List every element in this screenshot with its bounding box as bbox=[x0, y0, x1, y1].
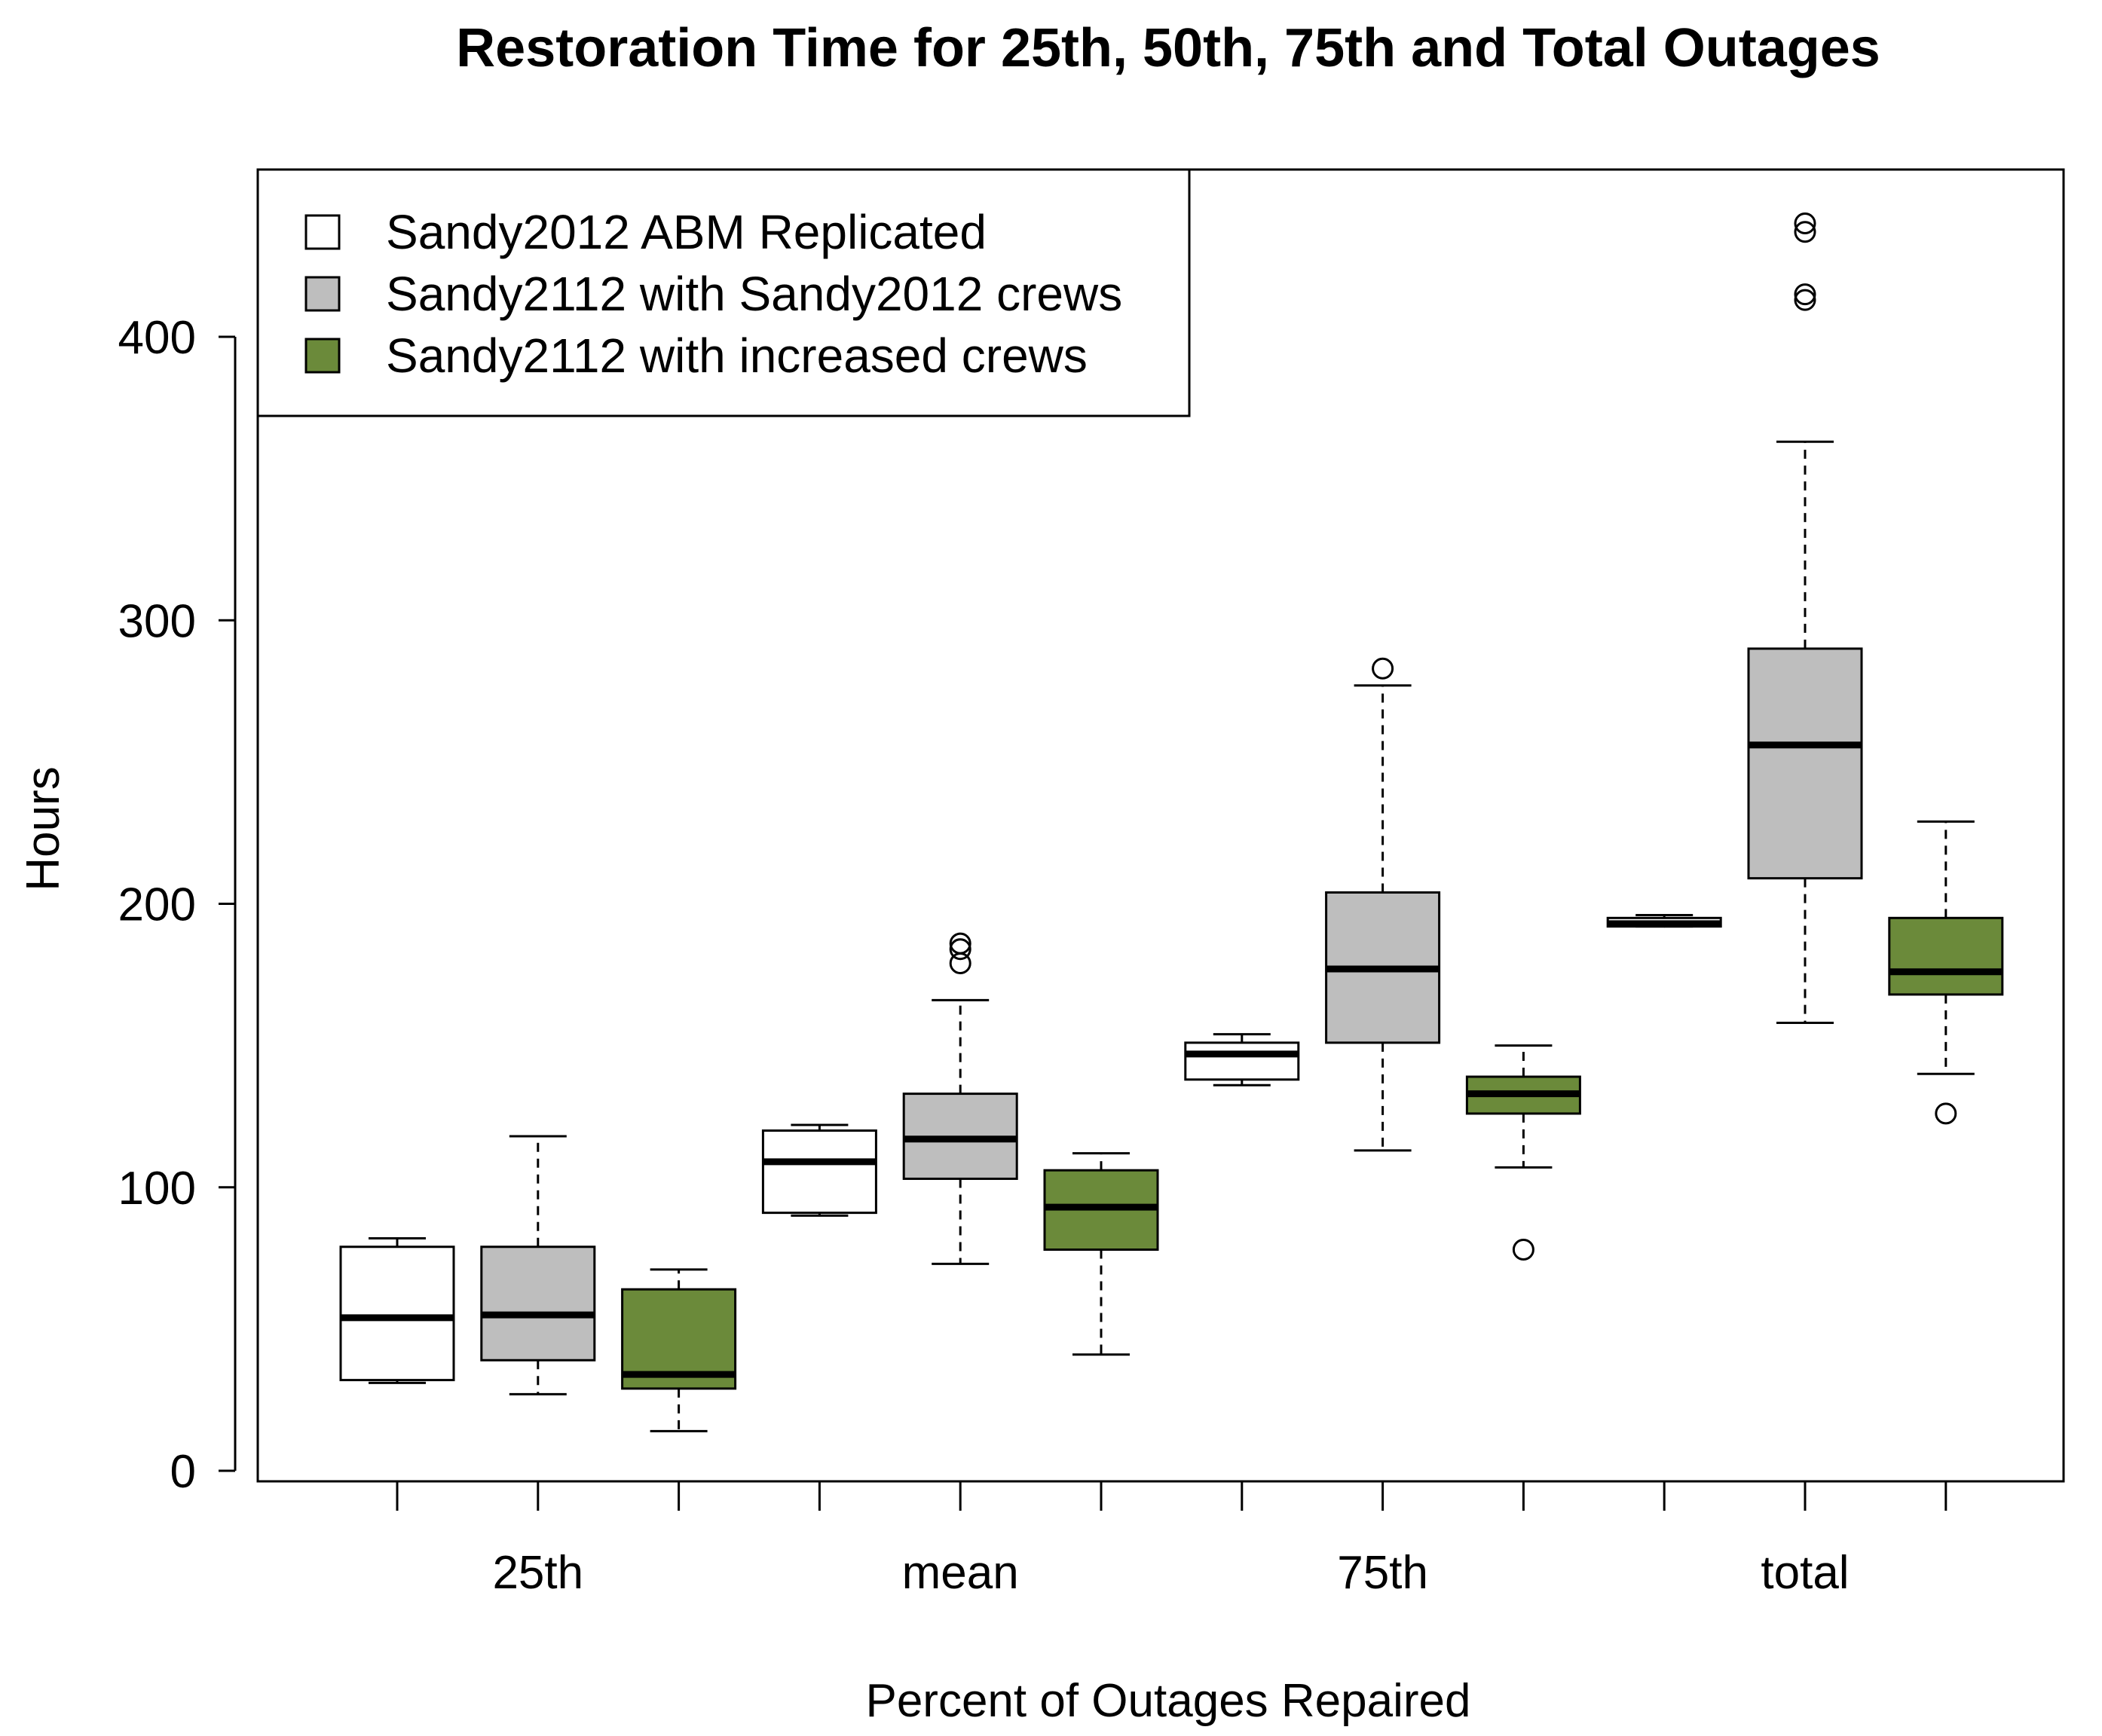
box-total-series-2 bbox=[1747, 212, 1863, 1025]
iqr-box bbox=[339, 1245, 455, 1382]
box-mean-series-1 bbox=[761, 1123, 877, 1217]
box-plots bbox=[339, 212, 2004, 1432]
outlier-point bbox=[1794, 283, 1816, 306]
outlier-point bbox=[1794, 289, 1816, 311]
outlier-point bbox=[1935, 1102, 1957, 1125]
outlier-point bbox=[1794, 212, 1816, 234]
box-mean-series-3 bbox=[1043, 1152, 1159, 1356]
y-tick-label: 100 bbox=[118, 1163, 196, 1215]
outlier-point bbox=[1372, 657, 1394, 680]
chart-title: Restoration Time for 25th, 50th, 75th an… bbox=[456, 18, 1880, 78]
legend-frame bbox=[256, 168, 1191, 417]
y-tick-label: 0 bbox=[170, 1446, 196, 1498]
box-mean-series-2 bbox=[902, 932, 1018, 1265]
legend-label: Sandy2012 ABM Replicated bbox=[386, 205, 987, 259]
x-tick-label: total bbox=[1761, 1547, 1849, 1599]
iqr-box bbox=[1184, 1041, 1300, 1081]
outlier-point bbox=[1512, 1239, 1534, 1261]
iqr-box bbox=[480, 1245, 596, 1362]
y-axis-label: Hours bbox=[17, 766, 69, 891]
box-25th-series-3 bbox=[621, 1268, 737, 1432]
y-tick-label: 400 bbox=[118, 312, 196, 364]
iqr-box bbox=[1747, 647, 1863, 880]
legend-label: Sandy2112 with Sandy2012 crews bbox=[386, 267, 1122, 321]
y-tick-label: 200 bbox=[118, 879, 196, 931]
box-25th-series-1 bbox=[339, 1236, 455, 1384]
legend-swatch bbox=[304, 338, 341, 374]
outlier-point bbox=[1794, 221, 1816, 243]
legend-swatch bbox=[304, 276, 341, 312]
y-tick-label: 300 bbox=[118, 595, 196, 647]
outlier-point bbox=[949, 932, 971, 955]
legend-swatch bbox=[304, 214, 341, 250]
outlier-point bbox=[949, 938, 971, 961]
box-total-series-3 bbox=[1888, 820, 2004, 1125]
x-axis: 25th mean 75th total bbox=[396, 1481, 1947, 1599]
y-axis: 0 100 200 300 400 bbox=[118, 312, 237, 1498]
box-75th-series-3 bbox=[1465, 1044, 1581, 1261]
box-total-series-1 bbox=[1606, 914, 1722, 928]
x-tick-label: mean bbox=[902, 1547, 1019, 1599]
x-axis-label: Percent of Outages Repaired bbox=[865, 1675, 1470, 1727]
legend-label: Sandy2112 with increased crews bbox=[386, 329, 1088, 383]
box-75th-series-2 bbox=[1325, 657, 1441, 1152]
box-25th-series-2 bbox=[480, 1135, 596, 1395]
legend: Sandy2012 ABM Replicated Sandy2112 with S… bbox=[256, 168, 1191, 417]
box-75th-series-1 bbox=[1184, 1033, 1300, 1087]
x-tick-label: 75th bbox=[1337, 1547, 1428, 1599]
x-tick-label: 25th bbox=[492, 1547, 583, 1599]
iqr-box bbox=[761, 1129, 877, 1215]
iqr-box bbox=[1888, 916, 2004, 996]
